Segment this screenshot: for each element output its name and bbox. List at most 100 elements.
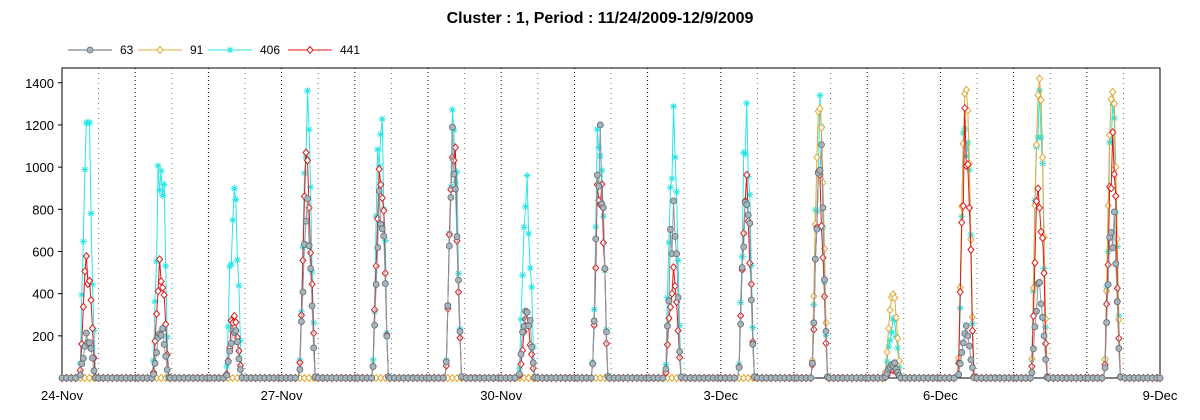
- data-point-63: [664, 322, 671, 330]
- data-point-441: [1104, 260, 1112, 269]
- legend-label-406: 406: [260, 43, 281, 57]
- data-point-63: [299, 288, 307, 296]
- data-point-406: [159, 191, 167, 199]
- data-point-441: [669, 263, 678, 272]
- data-point-441: [1035, 203, 1044, 213]
- data-point-406: [162, 262, 170, 270]
- data-point-63: [967, 356, 975, 364]
- data-point-441: [303, 156, 312, 165]
- data-point-441: [663, 340, 672, 349]
- data-point-406: [160, 180, 168, 188]
- data-point-63: [1036, 279, 1043, 286]
- data-point-63: [237, 366, 244, 373]
- data-point-63: [821, 276, 828, 283]
- data-point-63: [959, 339, 967, 347]
- data-point-63: [1042, 356, 1050, 363]
- data-point-406: [307, 183, 315, 191]
- data-point-63: [1101, 364, 1109, 372]
- data-point-91: [1029, 283, 1038, 293]
- data-point-63: [816, 166, 824, 174]
- x-tick-label: 6-Dec: [923, 388, 958, 403]
- data-point-63: [1030, 345, 1037, 353]
- data-point-406: [378, 115, 386, 123]
- data-point-406: [665, 238, 673, 246]
- data-point-63: [747, 296, 755, 304]
- data-point-91: [962, 85, 970, 95]
- data-point-63: [308, 302, 316, 310]
- data-point-441: [592, 263, 600, 273]
- data-point-63: [89, 354, 96, 362]
- y-tick-label: 800: [32, 202, 54, 217]
- data-point-441: [1107, 184, 1115, 193]
- data-point-63: [1033, 307, 1040, 315]
- data-point-63: [1110, 208, 1118, 216]
- data-point-63: [676, 348, 684, 355]
- data-point-406: [84, 118, 92, 126]
- data-point-406: [671, 153, 679, 161]
- data-point-63: [150, 370, 157, 378]
- data-point-63: [310, 344, 318, 352]
- data-point-406: [226, 262, 234, 270]
- data-point-63: [90, 367, 98, 375]
- data-point-63: [151, 359, 159, 367]
- data-point-91: [1035, 74, 1044, 83]
- data-point-406: [450, 126, 458, 134]
- data-point-441: [967, 245, 975, 254]
- data-point-441: [380, 206, 388, 215]
- data-point-441: [958, 218, 966, 227]
- data-point-406: [598, 166, 606, 174]
- data-point-91: [890, 293, 899, 303]
- data-point-63: [749, 340, 757, 348]
- data-point-63: [810, 319, 818, 327]
- data-point-406: [163, 333, 171, 341]
- data-point-406: [305, 126, 313, 134]
- data-point-406: [676, 322, 684, 330]
- data-point-63: [1156, 374, 1164, 382]
- data-point-63: [157, 331, 165, 339]
- data-point-63: [456, 328, 464, 335]
- data-point-63: [950, 374, 958, 382]
- data-point-63: [224, 358, 232, 366]
- data-point-441: [308, 279, 316, 289]
- data-point-441: [152, 309, 161, 319]
- data-point-63: [519, 328, 526, 336]
- data-point-63: [159, 325, 167, 332]
- data-point-63: [83, 329, 90, 337]
- data-point-406: [304, 87, 312, 95]
- data-point-63: [381, 280, 389, 288]
- data-point-63: [659, 374, 667, 382]
- data-point-63: [1026, 374, 1034, 382]
- data-point-406: [451, 178, 459, 186]
- data-point-441: [378, 193, 386, 203]
- data-point-63: [526, 316, 534, 324]
- data-point-441: [154, 286, 162, 296]
- data-point-63: [235, 355, 243, 363]
- data-point-63: [740, 243, 748, 251]
- data-point-91: [813, 153, 821, 162]
- data-point-91: [883, 347, 891, 357]
- data-point-63: [737, 320, 745, 328]
- data-point-406: [895, 363, 903, 371]
- data-point-406: [889, 314, 897, 322]
- data-point-63: [1031, 323, 1039, 331]
- data-point-406: [89, 280, 96, 288]
- data-point-406: [522, 202, 530, 210]
- data-point-63: [819, 204, 827, 212]
- legend-label-63: 63: [120, 43, 134, 57]
- data-point-406: [232, 196, 240, 204]
- data-point-406: [1036, 86, 1044, 94]
- data-point-91: [810, 291, 818, 301]
- y-tick-label: 1400: [25, 76, 54, 91]
- data-point-63: [595, 182, 603, 190]
- data-point-63: [372, 281, 380, 288]
- y-tick-label: 600: [32, 244, 54, 259]
- data-point-63: [962, 322, 970, 330]
- data-point-91: [892, 313, 900, 322]
- data-point-406: [1107, 137, 1115, 145]
- data-point-406: [741, 150, 749, 158]
- data-point-406: [235, 282, 243, 290]
- data-point-63: [746, 219, 754, 227]
- data-point-406: [517, 315, 525, 323]
- data-point-406: [377, 130, 385, 138]
- data-point-63: [964, 332, 972, 340]
